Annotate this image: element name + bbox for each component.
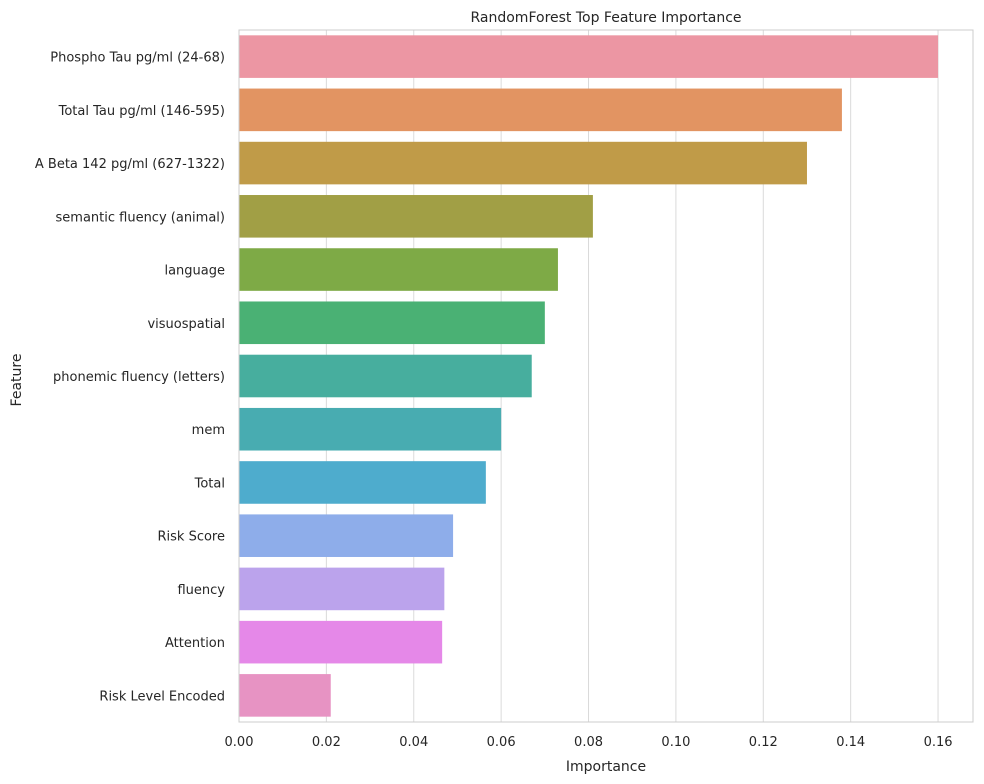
bar <box>239 514 454 557</box>
y-tick-label: semantic fluency (animal) <box>56 210 225 225</box>
y-tick-label: Phospho Tau pg/ml (24-68) <box>50 51 225 66</box>
plot-frame <box>238 29 974 723</box>
x-axis-label: Importance <box>566 759 646 775</box>
y-tick-label: language <box>164 264 225 279</box>
chart-title: RandomForest Top Feature Importance <box>470 10 741 26</box>
bar <box>239 248 558 291</box>
bar <box>239 195 593 238</box>
y-tick-label: mem <box>192 423 225 438</box>
x-tick-label: 0.14 <box>836 735 865 750</box>
x-tick-label: 0.00 <box>225 735 254 750</box>
y-tick-labels: Phospho Tau pg/ml (24-68) Total Tau pg/ml… <box>35 51 225 705</box>
bar <box>239 88 842 132</box>
bar <box>239 301 545 345</box>
bar <box>239 141 807 185</box>
bar <box>239 354 532 398</box>
x-tick-label: 0.10 <box>661 735 690 750</box>
y-tick-label: phonemic fluency (letters) <box>53 370 225 385</box>
y-tick-label: Total <box>194 476 225 491</box>
bar <box>239 620 443 664</box>
y-tick-label: A Beta 142 pg/ml (627-1322) <box>35 157 225 172</box>
x-tick-label: 0.04 <box>399 735 428 750</box>
y-tick-label: fluency <box>177 583 225 598</box>
y-tick-label: Risk Score <box>158 530 226 545</box>
y-tick-label: Attention <box>165 636 225 651</box>
bar <box>239 461 486 504</box>
x-tick-label: 0.16 <box>924 735 953 750</box>
x-tick-label: 0.06 <box>487 735 516 750</box>
bar <box>239 407 502 451</box>
bar <box>239 674 331 717</box>
bar <box>239 35 939 78</box>
y-tick-label: Total Tau pg/ml (146-595) <box>58 104 225 119</box>
y-axis-label: Feature <box>9 354 25 407</box>
y-tick-label: Risk Level Encoded <box>99 689 225 704</box>
bar <box>239 567 445 611</box>
y-tick-label: visuospatial <box>147 317 225 332</box>
x-tick-label: 0.12 <box>749 735 778 750</box>
x-tick-label: 0.08 <box>574 735 603 750</box>
x-tick-labels: 0.00 0.02 0.04 0.06 0.08 0.10 0.12 0.14 0.16 <box>225 735 953 750</box>
bars-group <box>239 35 939 717</box>
x-tick-label: 0.02 <box>312 735 341 750</box>
